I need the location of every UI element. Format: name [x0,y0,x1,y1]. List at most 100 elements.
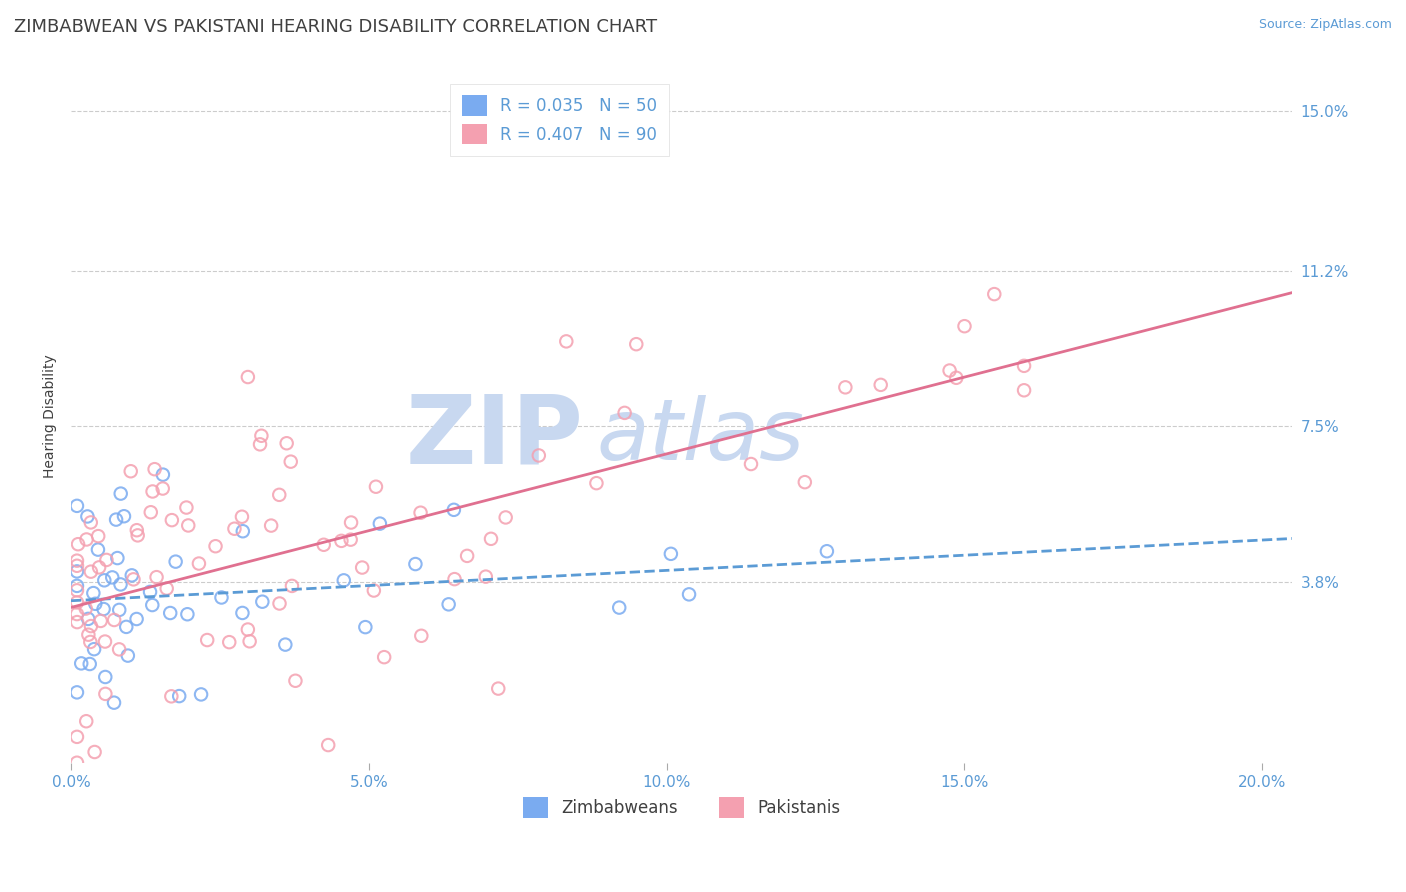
Point [1012,384,1035,398]
Point [486,681,509,696]
Point [340,516,363,530]
Point [94,670,117,684]
Point [84,597,107,611]
Point [160,513,183,527]
Point [125,523,148,537]
Point [945,371,967,385]
Point [195,633,218,648]
Point [108,642,131,657]
Point [555,334,578,349]
Point [66,595,89,609]
Point [815,544,838,558]
Point [77,612,100,626]
Point [66,499,89,513]
Point [607,600,630,615]
Point [66,554,89,568]
Point [252,595,274,609]
Point [117,648,139,663]
Point [159,606,181,620]
Point [938,363,960,377]
Point [177,518,200,533]
Point [373,650,395,665]
Point [364,480,387,494]
Point [160,690,183,704]
Point [834,380,856,394]
Point [176,607,198,622]
Point [139,505,162,519]
Point [354,620,377,634]
Point [93,602,115,616]
Point [269,488,291,502]
Point [231,606,253,620]
Point [110,486,132,500]
Point [167,689,190,703]
Point [236,623,259,637]
Point [87,529,110,543]
Point [125,612,148,626]
Point [443,503,465,517]
Point [495,510,517,524]
Point [1012,359,1035,373]
Point [280,455,302,469]
Point [66,579,89,593]
Point [105,551,128,566]
Point [80,565,103,579]
Point [127,528,149,542]
Text: Source: ZipAtlas.com: Source: ZipAtlas.com [1258,18,1392,31]
Point [352,560,374,574]
Point [66,583,89,598]
Point [156,582,179,596]
Point [76,533,98,547]
Point [152,467,174,482]
Point [67,537,90,551]
Point [281,579,304,593]
Point [105,513,128,527]
Point [659,547,682,561]
Point [145,570,167,584]
Point [143,462,166,476]
Point [165,555,187,569]
Point [869,377,891,392]
Point [103,613,125,627]
Point [94,687,117,701]
Point [236,370,259,384]
Point [115,620,138,634]
Point [190,687,212,701]
Point [475,569,498,583]
Point [284,673,307,688]
Text: ZIP: ZIP [406,390,583,483]
Point [437,598,460,612]
Point [66,685,89,699]
Point [204,539,226,553]
Point [983,287,1005,301]
Point [274,638,297,652]
Point [187,557,209,571]
Point [527,449,550,463]
Point [70,657,93,671]
Point [269,597,291,611]
Point [93,574,115,588]
Point [953,319,976,334]
Point [443,572,465,586]
Point [66,615,89,629]
Point [239,634,262,648]
Point [218,635,240,649]
Point [76,509,98,524]
Point [141,598,163,612]
Point [339,533,361,547]
Point [83,745,105,759]
Point [83,642,105,657]
Point [152,482,174,496]
Point [411,629,433,643]
Point [231,509,253,524]
Point [87,542,110,557]
Point [613,406,636,420]
Point [330,533,353,548]
Point [211,591,233,605]
Point [176,500,198,515]
Point [139,585,162,599]
Point [80,516,103,530]
Point [479,532,502,546]
Point [120,464,142,478]
Point [142,484,165,499]
